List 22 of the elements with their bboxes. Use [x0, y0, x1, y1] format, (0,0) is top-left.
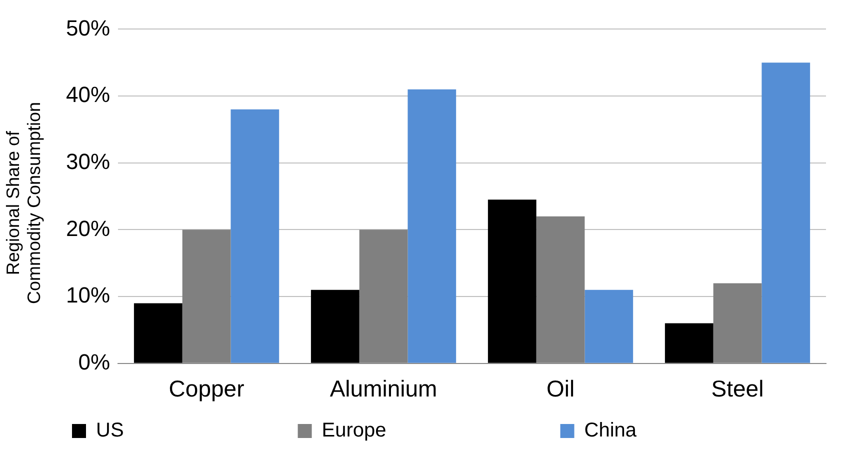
x-tick-label: Aluminium [330, 376, 438, 402]
x-tick-label: Steel [711, 376, 764, 402]
bar [664, 323, 714, 363]
bar [310, 290, 360, 363]
bar [488, 200, 536, 363]
y-tick-label: 50% [66, 15, 110, 40]
y-tick-label: 20% [66, 216, 110, 241]
y-tick-label: 0% [78, 349, 110, 374]
bar [230, 109, 280, 363]
legend-label: US [96, 420, 284, 442]
y-axis-title: Regional Share of Commodity Consumption [3, 100, 45, 306]
bar [134, 303, 182, 363]
y-tick-label: 30% [66, 148, 110, 174]
bar [408, 89, 456, 363]
y-tick-label: 40% [66, 82, 110, 108]
legend-label: Europe [322, 420, 546, 442]
bar [762, 62, 810, 363]
bar [584, 290, 634, 363]
x-tick-label: Copper [168, 376, 245, 402]
y-tick-label: 10% [66, 282, 110, 308]
legend-label: China [584, 420, 797, 442]
x-tick-label: Oil [546, 376, 575, 402]
